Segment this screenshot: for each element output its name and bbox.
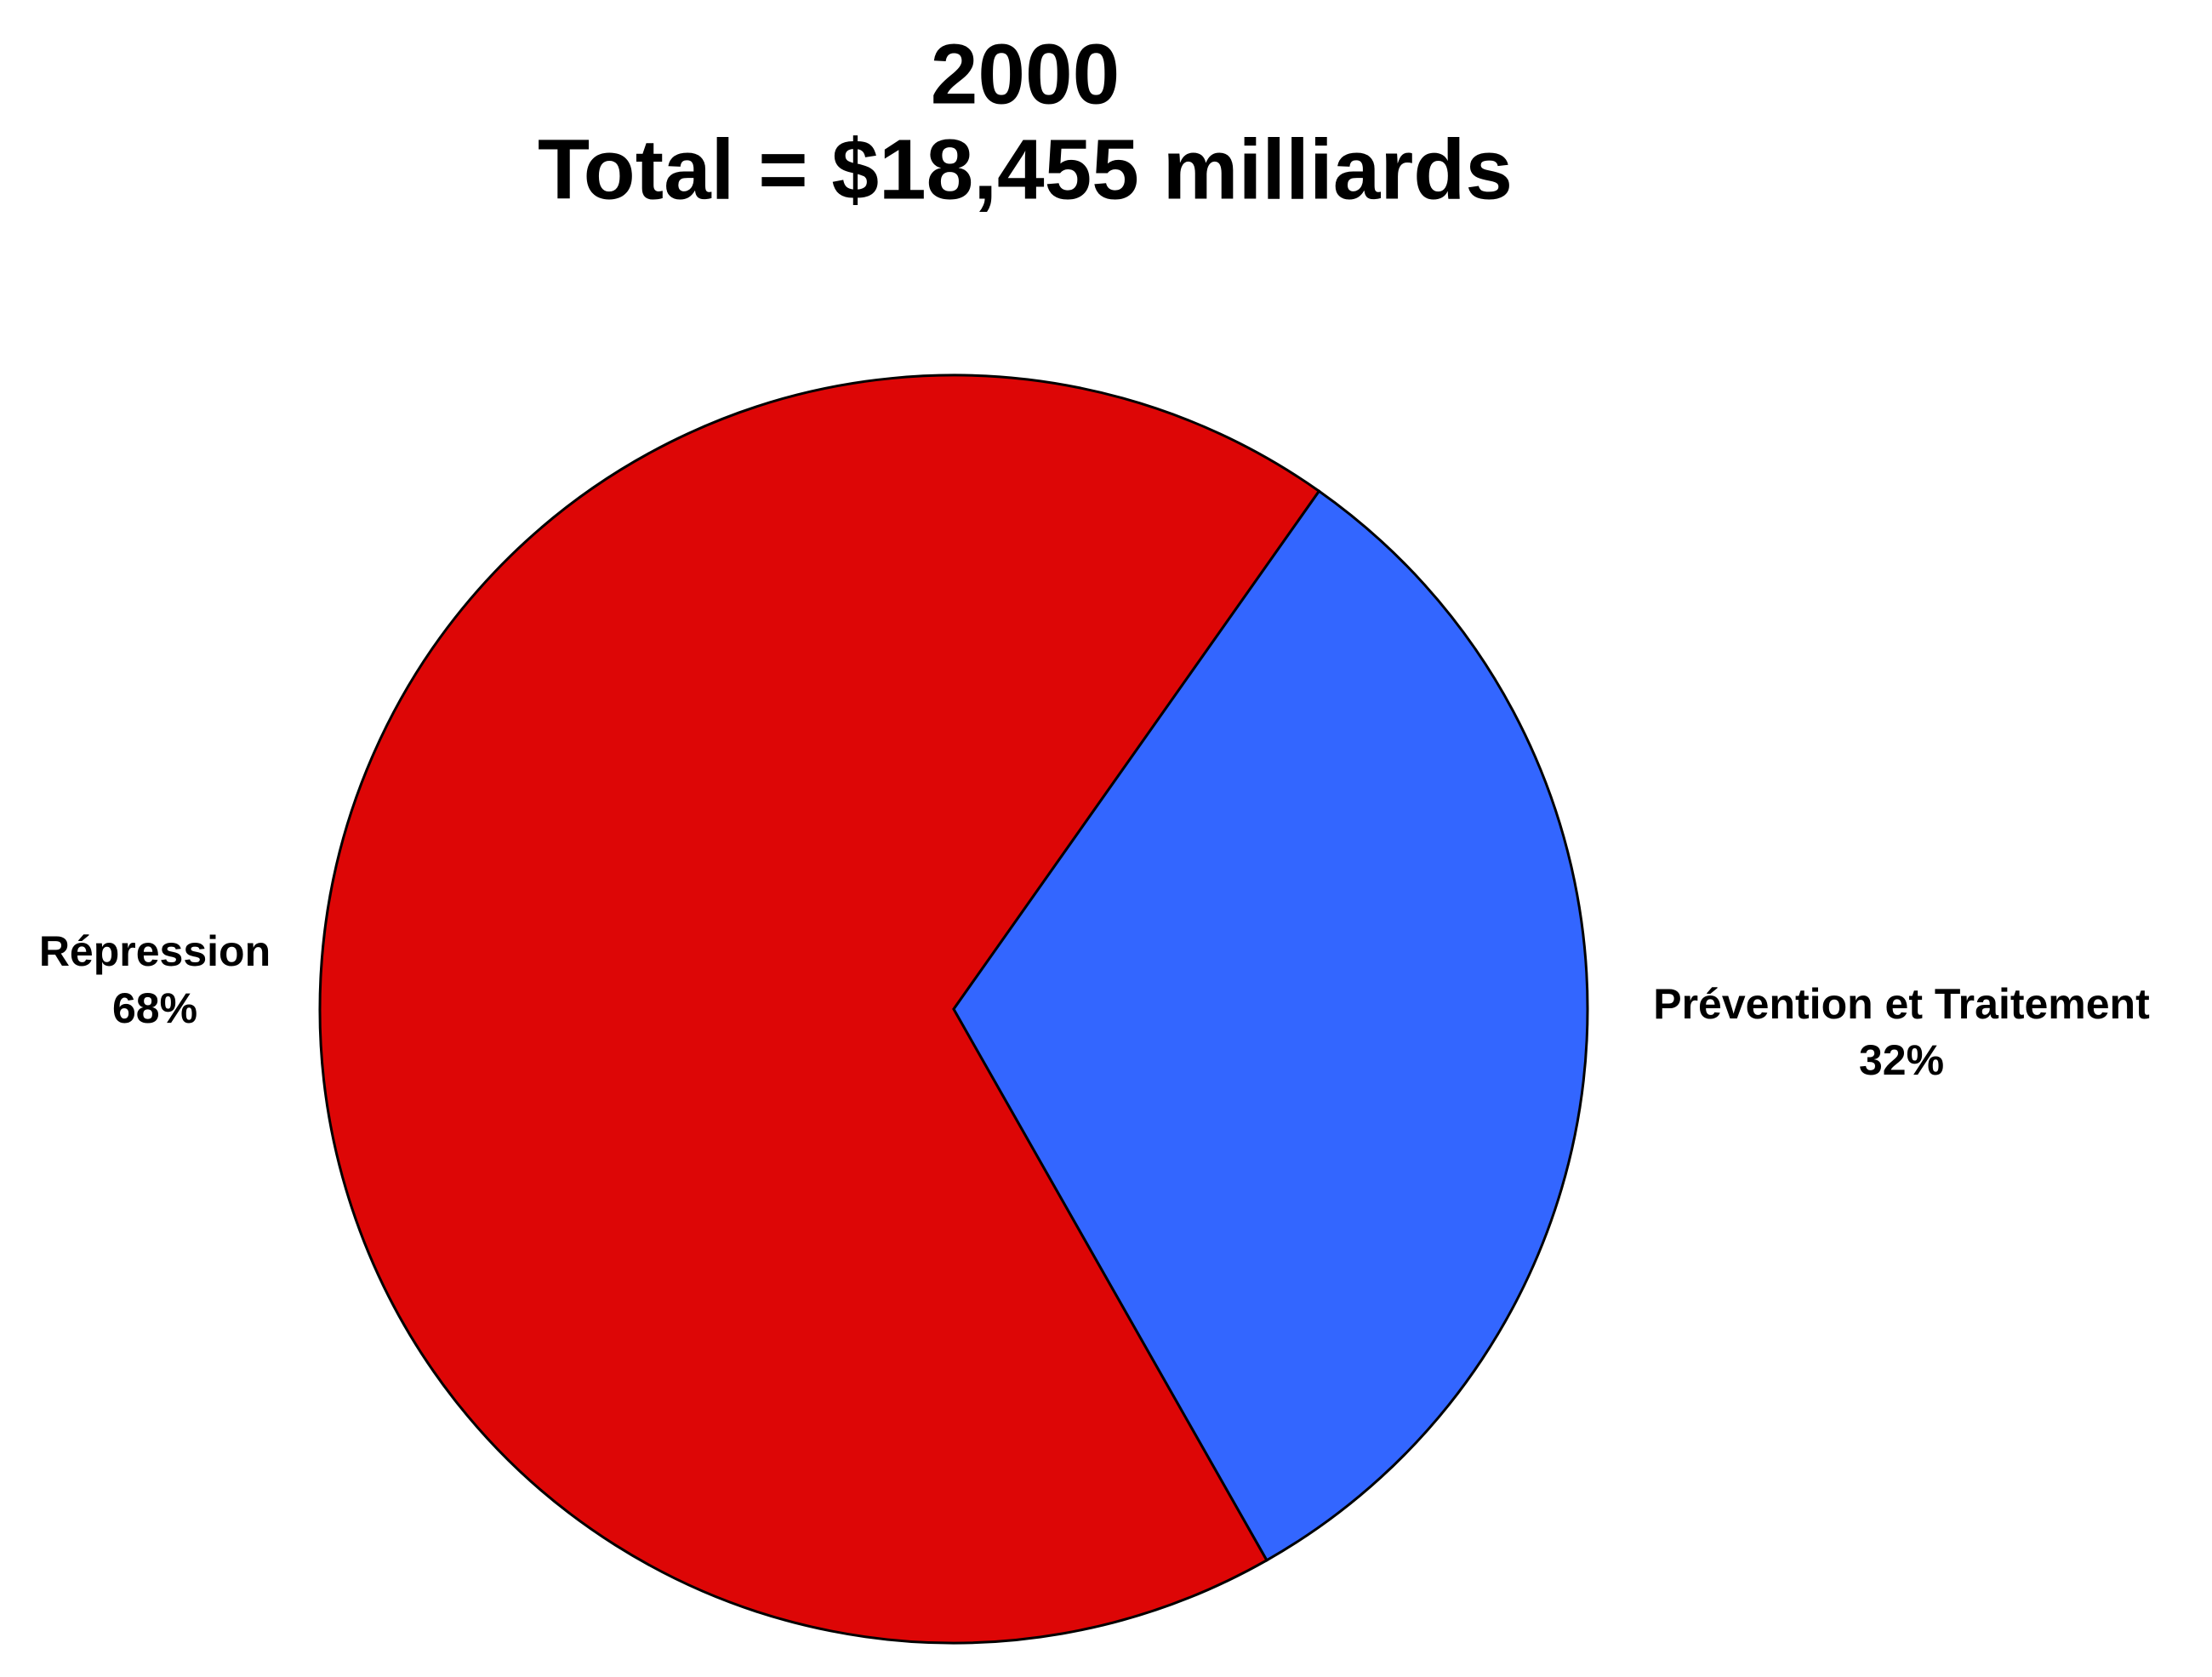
slice-value-label: 32% bbox=[1859, 1036, 1944, 1084]
pie-slice bbox=[318, 374, 1321, 1645]
slice-label: Prévention et Traitement bbox=[1653, 980, 2150, 1028]
chart-title: 2000 bbox=[931, 26, 1120, 122]
slice-label: Répression bbox=[39, 927, 271, 975]
pie-slice bbox=[952, 489, 1589, 1562]
chart-subtitle: Total = $18,455 milliards bbox=[538, 122, 1513, 217]
slice-value-label: 68% bbox=[112, 984, 197, 1032]
